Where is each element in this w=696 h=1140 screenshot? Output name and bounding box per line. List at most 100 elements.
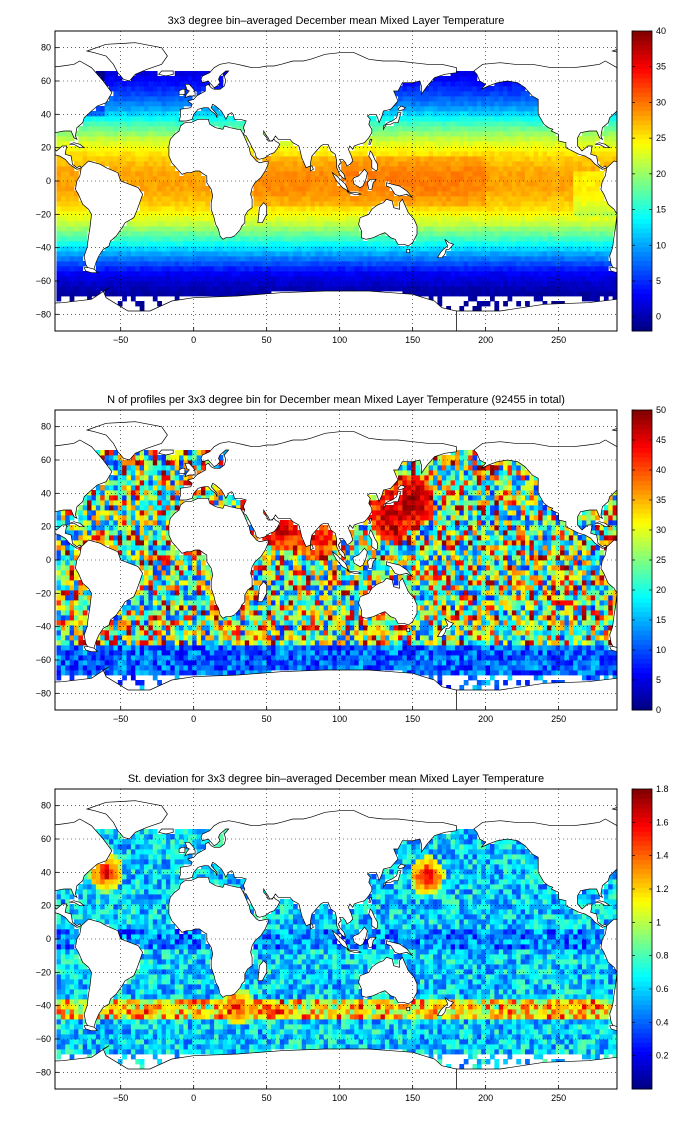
heatmap-cell bbox=[135, 86, 141, 92]
heatmap-cell bbox=[200, 191, 206, 197]
heatmap-cell bbox=[275, 226, 281, 232]
heatmap-cell bbox=[564, 281, 570, 287]
heatmap-cell bbox=[529, 670, 535, 676]
heatmap-cell bbox=[463, 91, 469, 97]
heatmap-cell bbox=[511, 161, 517, 167]
heatmap-cell bbox=[292, 286, 298, 292]
heatmap-cell bbox=[599, 276, 605, 282]
heatmap-cell bbox=[82, 216, 88, 222]
heatmap-cell bbox=[297, 286, 303, 292]
heatmap-cell bbox=[398, 151, 403, 157]
heatmap-cell bbox=[533, 276, 539, 282]
heatmap-cell bbox=[231, 291, 237, 297]
heatmap-cell bbox=[459, 176, 465, 182]
heatmap-cell bbox=[126, 670, 132, 676]
heatmap-cell bbox=[257, 176, 263, 182]
heatmap-cell bbox=[157, 76, 162, 82]
heatmap-cell bbox=[437, 106, 443, 112]
heatmap-cell bbox=[152, 246, 158, 252]
heatmap-cell bbox=[148, 266, 154, 272]
heatmap-cell bbox=[205, 670, 211, 676]
heatmap-cell bbox=[511, 246, 517, 252]
heatmap-cell bbox=[406, 166, 412, 172]
heatmap-cell bbox=[498, 246, 504, 252]
heatmap-cell bbox=[481, 106, 487, 112]
heatmap-cell bbox=[157, 111, 162, 117]
heatmap-cell bbox=[148, 146, 154, 152]
heatmap-cell bbox=[393, 261, 399, 267]
heatmap-cell bbox=[590, 161, 596, 167]
heatmap-cell bbox=[595, 256, 600, 262]
heatmap-cell bbox=[441, 266, 447, 272]
heatmap-cell bbox=[222, 241, 228, 247]
colorbar-swatch bbox=[632, 288, 652, 294]
heatmap-cell bbox=[551, 670, 557, 676]
heatmap-cell bbox=[117, 660, 123, 666]
heatmap-cell bbox=[577, 271, 583, 277]
heatmap-cell bbox=[130, 655, 136, 661]
heatmap-cell bbox=[581, 286, 587, 292]
heatmap-cell bbox=[555, 206, 561, 212]
heatmap-cell bbox=[446, 221, 451, 227]
heatmap-cell bbox=[437, 161, 443, 167]
heatmap-cell bbox=[590, 655, 596, 661]
heatmap-cell bbox=[608, 236, 614, 242]
heatmap-cell bbox=[424, 111, 430, 117]
heatmap-cell bbox=[144, 196, 149, 202]
heatmap-cell bbox=[380, 186, 386, 192]
heatmap-cell bbox=[332, 186, 338, 192]
heatmap-cell bbox=[170, 231, 176, 237]
heatmap-cell bbox=[192, 241, 197, 247]
heatmap-cell bbox=[126, 91, 132, 97]
heatmap-cell bbox=[165, 660, 171, 666]
heatmap-cell bbox=[424, 116, 430, 122]
heatmap-cell bbox=[341, 281, 346, 287]
heatmap-cell bbox=[389, 126, 395, 132]
heatmap-cell bbox=[568, 211, 574, 217]
heatmap-cell bbox=[65, 241, 70, 247]
heatmap-cell bbox=[525, 181, 530, 187]
heatmap-cell bbox=[468, 291, 473, 297]
heatmap-cell bbox=[406, 131, 412, 137]
heatmap-cell bbox=[130, 151, 136, 157]
heatmap-cell bbox=[174, 191, 180, 197]
heatmap-cell bbox=[183, 71, 189, 77]
heatmap-cell bbox=[450, 201, 456, 207]
heatmap-cell bbox=[433, 266, 438, 272]
heatmap-cell bbox=[82, 236, 88, 242]
heatmap-cell bbox=[546, 216, 552, 222]
heatmap-cell bbox=[533, 116, 539, 122]
heatmap-cell bbox=[284, 276, 289, 282]
heatmap-cell bbox=[170, 266, 176, 272]
heatmap-cell bbox=[450, 271, 456, 277]
heatmap-cell bbox=[516, 156, 522, 162]
heatmap-cell bbox=[507, 91, 513, 97]
heatmap-cell bbox=[174, 670, 180, 676]
heatmap-cell bbox=[560, 171, 565, 177]
heatmap-cell bbox=[485, 266, 491, 272]
heatmap-cell bbox=[214, 241, 219, 247]
heatmap-cell bbox=[257, 196, 263, 202]
heatmap-cell bbox=[266, 650, 272, 656]
heatmap-cell bbox=[511, 271, 517, 277]
heatmap-cell bbox=[144, 246, 149, 252]
heatmap-cell bbox=[538, 261, 543, 267]
heatmap-cell bbox=[332, 196, 338, 202]
heatmap-cell bbox=[472, 665, 478, 671]
heatmap-cell bbox=[603, 655, 609, 661]
heatmap-cell bbox=[454, 146, 460, 152]
coastline bbox=[358, 198, 418, 247]
heatmap-cell bbox=[590, 146, 596, 152]
heatmap-cell bbox=[275, 286, 281, 292]
heatmap-cell bbox=[345, 191, 351, 197]
heatmap-cell bbox=[354, 650, 360, 656]
heatmap-cell bbox=[104, 71, 110, 77]
heatmap-cell bbox=[196, 221, 202, 227]
heatmap-cell bbox=[139, 271, 145, 277]
heatmap-cell bbox=[384, 236, 390, 242]
heatmap-cell bbox=[266, 266, 272, 272]
heatmap-cell bbox=[200, 650, 206, 656]
heatmap-cell bbox=[459, 86, 465, 92]
heatmap-cell bbox=[332, 226, 338, 232]
heatmap-cell bbox=[139, 211, 145, 217]
